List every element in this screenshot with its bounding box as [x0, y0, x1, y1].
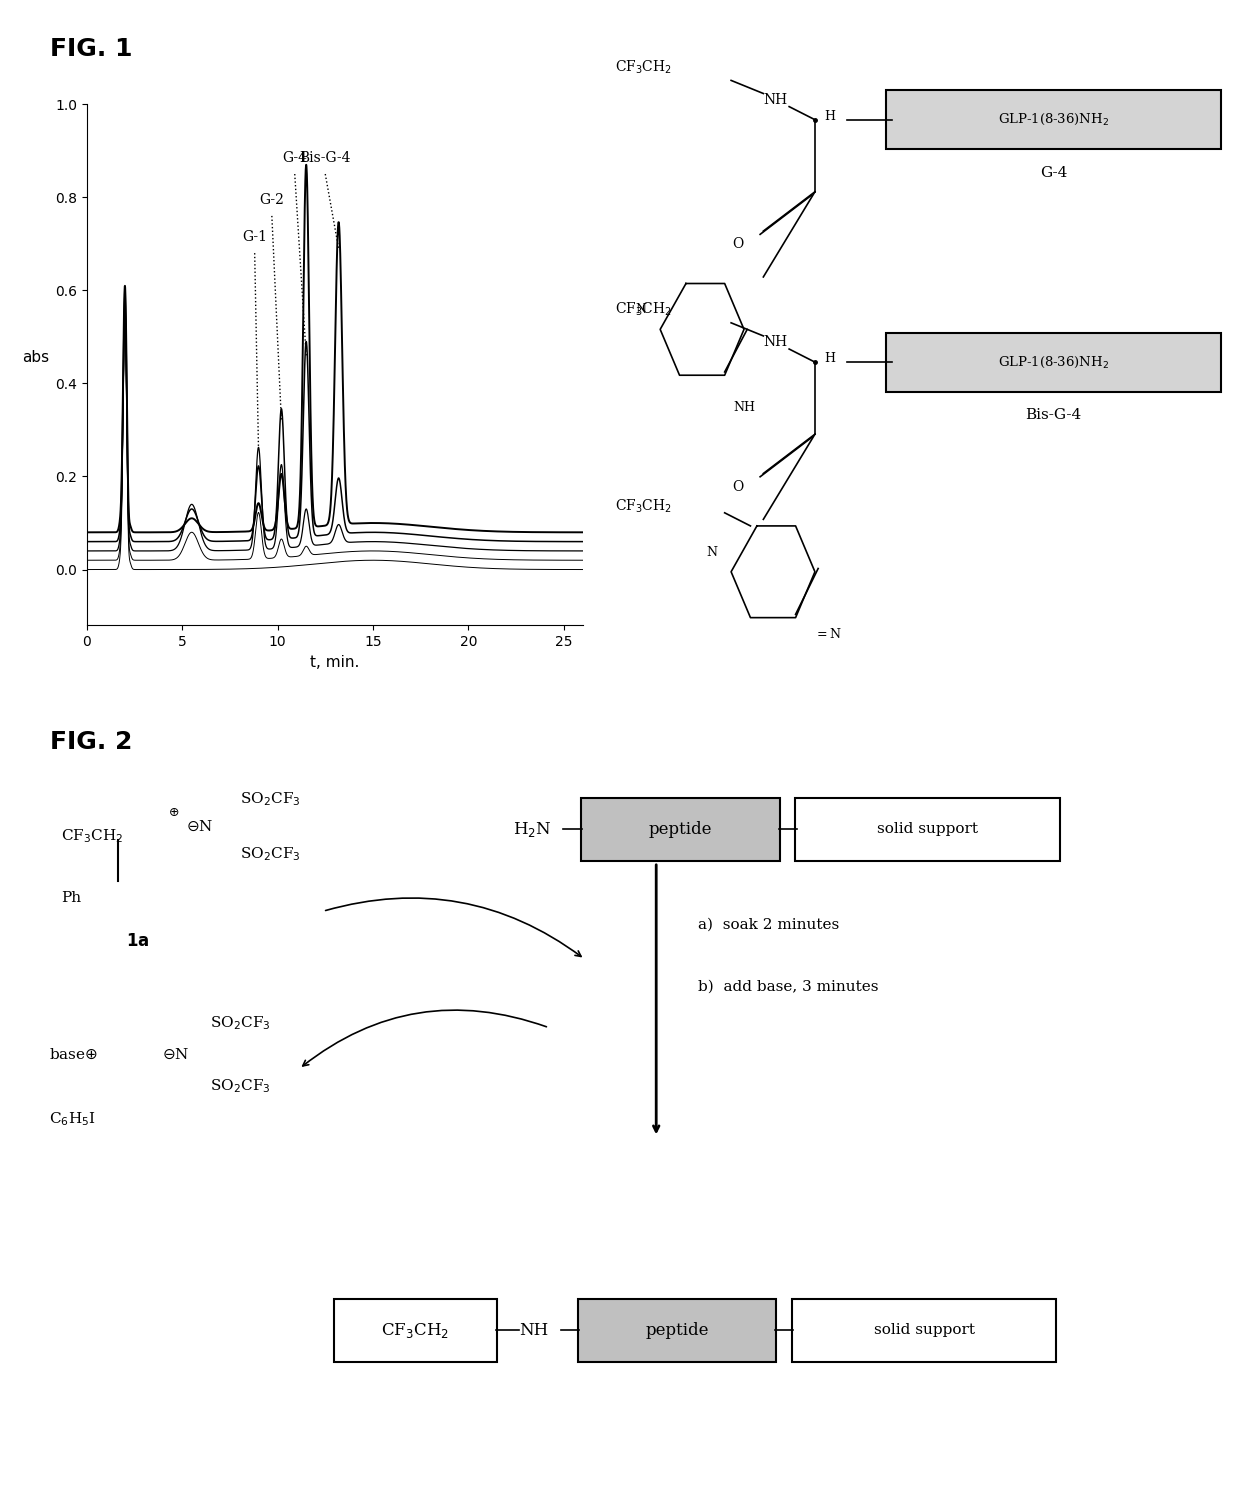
- Text: GLP-1(8-36)NH$_2$: GLP-1(8-36)NH$_2$: [998, 354, 1109, 369]
- Text: SO$_2$CF$_3$: SO$_2$CF$_3$: [239, 791, 300, 809]
- Text: O: O: [732, 237, 743, 252]
- Text: N: N: [635, 304, 646, 316]
- Text: G-4: G-4: [1040, 165, 1068, 180]
- Text: peptide: peptide: [645, 1322, 709, 1339]
- FancyBboxPatch shape: [885, 332, 1221, 392]
- Text: SO$_2$CF$_3$: SO$_2$CF$_3$: [239, 844, 300, 862]
- Text: NH: NH: [764, 335, 787, 350]
- Text: H: H: [825, 110, 836, 124]
- Text: FIG. 1: FIG. 1: [50, 37, 133, 61]
- Text: CF$_3$CH$_2$: CF$_3$CH$_2$: [381, 1321, 449, 1340]
- Text: C$_6$H$_5$I: C$_6$H$_5$I: [50, 1111, 95, 1129]
- Text: Bis-G-4: Bis-G-4: [1025, 408, 1081, 421]
- Text: NH: NH: [520, 1322, 548, 1339]
- Text: Ph: Ph: [61, 890, 81, 905]
- Text: CF$_3$CH$_2$: CF$_3$CH$_2$: [615, 301, 672, 319]
- Text: solid support: solid support: [877, 822, 978, 837]
- Text: GLP-1(8-36)NH$_2$: GLP-1(8-36)NH$_2$: [998, 112, 1109, 128]
- Text: base$\oplus$: base$\oplus$: [50, 1048, 98, 1062]
- Text: G-2: G-2: [259, 192, 284, 207]
- FancyBboxPatch shape: [792, 1298, 1056, 1362]
- Text: H: H: [825, 353, 836, 365]
- Text: $\oplus$: $\oplus$: [169, 806, 180, 819]
- Text: H$_2$N: H$_2$N: [513, 819, 552, 838]
- Text: G-1: G-1: [242, 229, 267, 244]
- Text: N: N: [707, 545, 717, 558]
- FancyBboxPatch shape: [582, 798, 780, 861]
- Text: G-4: G-4: [283, 150, 308, 165]
- Y-axis label: abs: abs: [22, 350, 50, 365]
- Text: solid support: solid support: [873, 1324, 975, 1337]
- FancyBboxPatch shape: [885, 91, 1221, 149]
- FancyBboxPatch shape: [578, 1298, 776, 1362]
- Text: $\ominus$N: $\ominus$N: [186, 819, 213, 834]
- FancyBboxPatch shape: [796, 798, 1060, 861]
- FancyBboxPatch shape: [334, 1298, 497, 1362]
- Text: Bis-G-4: Bis-G-4: [300, 150, 351, 165]
- Text: CF$_3$CH$_2$: CF$_3$CH$_2$: [615, 58, 672, 76]
- Text: peptide: peptide: [649, 820, 712, 838]
- Text: $\mathbf{1a}$: $\mathbf{1a}$: [126, 934, 150, 950]
- X-axis label: t, min.: t, min.: [310, 655, 360, 670]
- Text: NH: NH: [764, 92, 787, 107]
- Text: SO$_2$CF$_3$: SO$_2$CF$_3$: [210, 1014, 270, 1032]
- Text: O: O: [732, 479, 743, 494]
- Text: CF$_3$CH$_2$: CF$_3$CH$_2$: [61, 826, 124, 844]
- Text: $\ominus$N: $\ominus$N: [162, 1048, 190, 1062]
- Text: CF$_3$CH$_2$: CF$_3$CH$_2$: [615, 497, 672, 515]
- Text: $=$N: $=$N: [813, 627, 842, 642]
- Text: NH: NH: [733, 402, 755, 414]
- Text: b)  add base, 3 minutes: b) add base, 3 minutes: [698, 980, 878, 993]
- Text: SO$_2$CF$_3$: SO$_2$CF$_3$: [210, 1078, 270, 1096]
- Text: FIG. 2: FIG. 2: [50, 730, 131, 753]
- Text: a)  soak 2 minutes: a) soak 2 minutes: [698, 917, 839, 932]
